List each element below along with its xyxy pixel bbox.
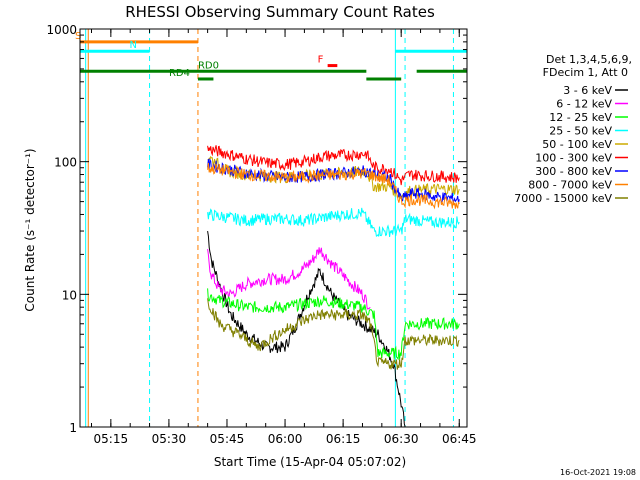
- chart-title: RHESSI Observing Summary Count Rates: [125, 3, 435, 21]
- legend: Det 1,3,4,5,6,9, FDecim 1, Att 0 3 - 6 k…: [514, 53, 632, 205]
- plot-area: S N F RD0 RD4: [75, 29, 467, 428]
- plot-frame: [79, 28, 468, 428]
- legend-label-2: 12 - 25 keV: [549, 111, 612, 124]
- series-line-5: [207, 145, 460, 186]
- series-line-7: [207, 162, 460, 210]
- y-tick-label-3: 1000: [46, 23, 77, 37]
- legend-label-1: 6 - 12 keV: [556, 98, 612, 111]
- x-tick-label-5: 06:30: [384, 432, 419, 446]
- series-line-1: [207, 247, 371, 310]
- flag-label-0: S: [75, 31, 81, 42]
- flag-label-3: RD0: [198, 60, 219, 71]
- series-line-6: [207, 157, 460, 204]
- y-tick-label-0: 1: [69, 421, 77, 435]
- y-axis-label: Count Rate (s⁻¹ detector⁻¹): [23, 148, 37, 311]
- timestamp: 16-Oct-2021 19:08: [560, 468, 636, 477]
- flag-label-1: N: [130, 40, 137, 51]
- flag-label-4: RD4: [169, 68, 190, 79]
- legend-title-2: FDecim 1, Att 0: [543, 66, 628, 79]
- series-line-8: [207, 298, 460, 370]
- axes: 05:15 05:30 05:45 06:00 06:15 06:30 06:45 1 10 10…: [46, 23, 476, 446]
- legend-label-4: 50 - 100 keV: [542, 138, 612, 151]
- series-line-2: [207, 288, 460, 361]
- legend-label-0: 3 - 6 keV: [563, 84, 612, 97]
- legend-label-7: 800 - 7000 keV: [528, 179, 612, 192]
- x-tick-label-4: 06:15: [326, 432, 361, 446]
- legend-title-1: Det 1,3,4,5,6,9,: [546, 53, 632, 66]
- legend-label-8: 7000 - 15000 keV: [514, 192, 612, 205]
- y-tick-label-1: 10: [62, 288, 77, 302]
- y-tick-label-2: 100: [54, 156, 77, 170]
- legend-label-5: 100 - 300 keV: [535, 152, 612, 165]
- flag-label-2: F: [318, 55, 324, 66]
- x-tick-label-6: 06:45: [442, 432, 477, 446]
- legend-label-3: 25 - 50 keV: [549, 125, 612, 138]
- x-tick-label-2: 05:45: [210, 432, 245, 446]
- x-tick-label-0: 05:15: [94, 432, 129, 446]
- series-line-3: [207, 207, 460, 238]
- legend-label-6: 300 - 800 keV: [535, 165, 612, 178]
- x-axis-label: Start Time (15-Apr-04 05:07:02): [214, 455, 406, 469]
- x-tick-label-1: 05:30: [152, 432, 187, 446]
- x-tick-label-3: 06:00: [268, 432, 303, 446]
